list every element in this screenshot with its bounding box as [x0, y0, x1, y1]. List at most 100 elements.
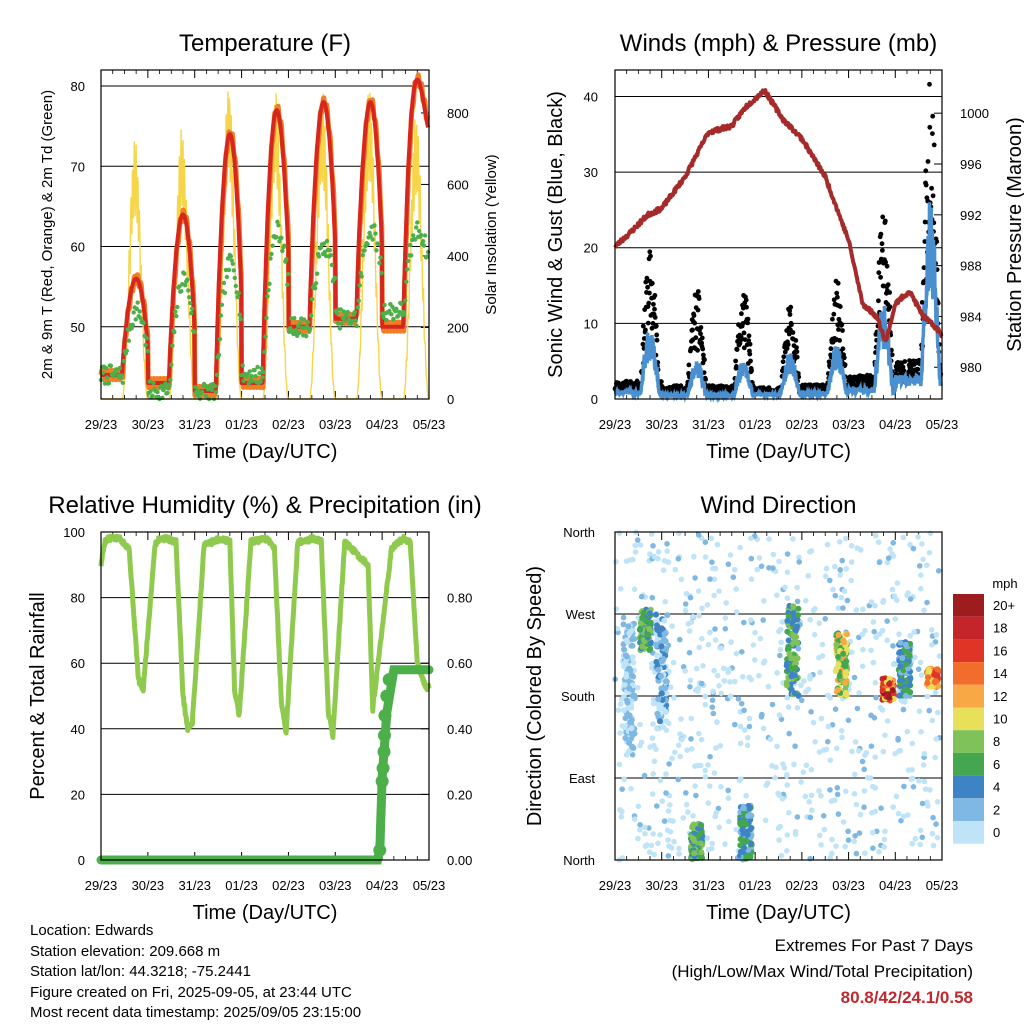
- p4-point: [647, 551, 653, 557]
- p4-point: [935, 683, 942, 690]
- p1-td-point: [305, 319, 311, 325]
- p3-ylabel: Percent & Total Rainfall: [27, 592, 49, 800]
- p1-td-point: [308, 313, 314, 318]
- p1-td-point: [165, 390, 170, 395]
- p4-point: [791, 761, 797, 768]
- p4-point: [658, 690, 665, 697]
- p1-xtick-label: 02/23: [272, 417, 305, 432]
- p4-point: [872, 532, 879, 539]
- p4-point: [672, 749, 678, 756]
- p4-point: [807, 673, 813, 679]
- p4-point: [646, 849, 653, 855]
- p2-xtick-label: 04/23: [879, 417, 912, 432]
- p2-ytick-label: 20: [584, 241, 598, 256]
- p4-point: [924, 693, 931, 700]
- p1-td-point: [187, 295, 192, 300]
- p4-point: [667, 829, 674, 835]
- legend-label: 12: [993, 689, 1007, 704]
- p2-ytick-label: 10: [584, 316, 598, 331]
- p1-td-point: [360, 253, 365, 258]
- p4-point: [837, 567, 843, 573]
- p4-point: [737, 836, 744, 843]
- p4-point: [884, 637, 890, 643]
- p4-point: [816, 788, 822, 794]
- p2-y2tick-label: 980: [960, 360, 982, 375]
- p1-td-point: [100, 370, 106, 375]
- p4-point: [776, 712, 783, 718]
- p1-ytick-label: 80: [71, 79, 85, 94]
- p4-point: [716, 683, 722, 689]
- p4-point: [897, 747, 904, 754]
- p4-point: [876, 848, 882, 855]
- p4-point: [827, 787, 833, 793]
- p4-point: [933, 821, 939, 827]
- p4-point: [880, 599, 886, 605]
- p4-point: [737, 848, 744, 855]
- p4-point: [760, 617, 766, 623]
- p4-point: [926, 707, 932, 714]
- p4-point: [661, 818, 668, 824]
- p3-y2tick-label: 0.80: [447, 591, 472, 606]
- p1-td-point: [399, 301, 404, 306]
- p4-point: [873, 634, 879, 641]
- p3-y2tick-label: 0.40: [447, 722, 472, 737]
- p4-point: [796, 554, 802, 561]
- p2-gust-point: [749, 368, 754, 373]
- p1-td-point: [324, 238, 330, 244]
- p4-point: [613, 559, 619, 565]
- p4-point: [764, 780, 771, 786]
- p4-point: [898, 677, 905, 684]
- p4-point: [798, 779, 804, 785]
- p1-td-point: [106, 381, 112, 386]
- p4-point: [843, 669, 849, 676]
- p2-gust-point: [784, 346, 790, 351]
- p1-td-point: [175, 304, 180, 310]
- p1-td-point: [274, 234, 279, 240]
- p4-point: [925, 674, 932, 681]
- p2-gust-point: [794, 349, 800, 355]
- p4-point: [752, 657, 758, 663]
- p4-point: [659, 626, 666, 632]
- p4-point: [848, 577, 854, 584]
- p2-gust-point: [691, 313, 697, 318]
- p1-td-point: [377, 260, 382, 266]
- p4-point: [835, 653, 842, 660]
- p4-point: [696, 612, 702, 619]
- p4-point: [905, 812, 911, 818]
- p1-td-point: [413, 237, 418, 242]
- p4-point: [628, 672, 635, 679]
- p1-td-point: [231, 268, 236, 273]
- p1-td-point: [172, 329, 177, 335]
- p4-point: [916, 778, 922, 784]
- p4-point: [784, 771, 790, 778]
- p4-scatter-points: [612, 529, 943, 863]
- p4-point: [789, 619, 796, 626]
- p2-gust-point: [931, 142, 937, 148]
- p4-point: [927, 787, 933, 793]
- p4-point: [725, 787, 731, 794]
- p4-point: [806, 549, 813, 555]
- p2-gust-point: [919, 300, 925, 305]
- p2-gust-point: [695, 289, 701, 294]
- p2-gust-point: [930, 131, 935, 137]
- p4-point: [696, 644, 703, 651]
- p1-td-point: [183, 283, 188, 288]
- p2-gust-point: [743, 297, 749, 303]
- p4-point: [902, 686, 909, 693]
- p2-gust-point: [695, 307, 701, 313]
- p4-point: [830, 586, 836, 593]
- p4-point: [642, 830, 648, 837]
- p4-point: [748, 576, 755, 582]
- p1-td-point: [219, 302, 225, 307]
- p4-point: [671, 838, 677, 845]
- p4-point: [699, 635, 705, 642]
- p1-frame: [100, 69, 430, 400]
- p2-gust-point: [793, 338, 799, 343]
- p1-td-point: [292, 316, 297, 321]
- p2-gust-point: [788, 304, 794, 310]
- p1-td-point: [216, 352, 222, 358]
- p4-point: [685, 809, 691, 815]
- p4-point: [890, 661, 897, 668]
- p4-point: [915, 666, 922, 672]
